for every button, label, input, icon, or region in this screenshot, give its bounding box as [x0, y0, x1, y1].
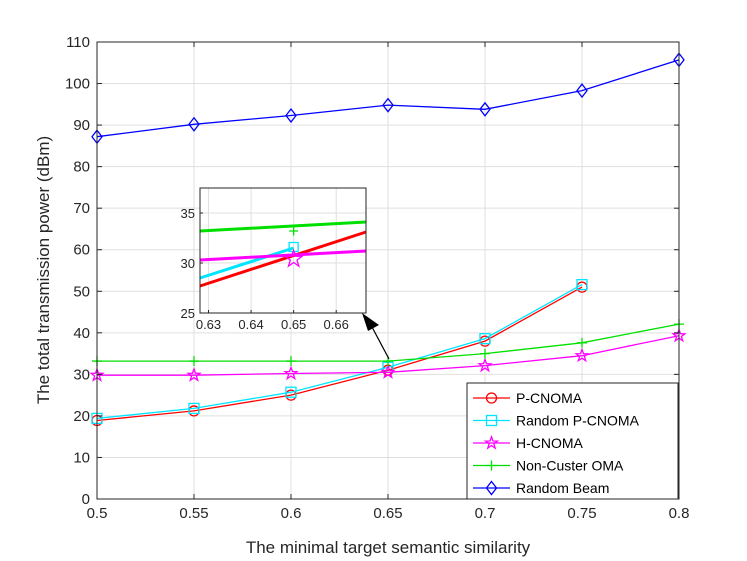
inset-lines — [199, 220, 367, 288]
y-tick-label: 20 — [73, 408, 90, 425]
data-point-non-custer-oma — [577, 337, 587, 348]
legend-marker-non-custer-oma — [486, 460, 497, 471]
inset-x-tick-label: 0.63 — [196, 317, 221, 332]
inset-axes-box — [199, 187, 367, 314]
legend-label: Non-Custer OMA — [516, 458, 624, 474]
inset-line-p-cnoma — [199, 230, 367, 288]
data-point-h-cnoma — [477, 357, 493, 373]
data-point-random-p-cnoma — [188, 402, 200, 415]
data-point-random-p-cnoma — [576, 278, 588, 291]
y-axis-label: The total transmission power (dBm) — [34, 136, 53, 404]
series-line-p-cnoma — [96, 286, 583, 422]
legend-item-p-cnoma: P-CNOMA — [473, 390, 583, 406]
data-point-random-p-cnoma — [285, 386, 297, 398]
legend-item-random-beam: Random Beam — [473, 480, 609, 496]
legend-label: P-CNOMA — [516, 390, 583, 406]
y-tick-label: 100 — [65, 76, 90, 93]
data-point-non-custer-oma — [286, 356, 296, 367]
data-point-h-cnoma — [574, 347, 590, 363]
data-point-random-p-cnoma — [479, 332, 491, 345]
main-ticks: 0.5 0.55 0.6 0.65 0.7 0.75 0.8 0 10 20 30 40 50 60 70 8… — [65, 34, 689, 522]
y-tick-label: 90 — [73, 117, 90, 134]
legend-marker-random-beam — [485, 480, 498, 496]
data-point-random-beam — [479, 101, 491, 117]
main-series — [89, 52, 687, 427]
y-tick-label: 80 — [73, 159, 90, 176]
inset-marker-non-custer-oma — [289, 226, 299, 236]
inset-y-tick-label: 25 — [181, 306, 195, 321]
x-tick-label: 0.7 — [475, 505, 496, 522]
inset-x-tick-label: 0.65 — [281, 317, 306, 332]
legend-box — [466, 382, 679, 500]
legend-items: P-CNOMA Random P-CNOMA H-CNOMA Non-Custer O… — [473, 390, 640, 496]
legend-label: H-CNOMA — [516, 435, 584, 451]
data-point-random-beam — [576, 83, 588, 99]
y-tick-label: 70 — [73, 200, 90, 217]
legend-label: Random Beam — [516, 480, 609, 496]
data-point-h-cnoma — [186, 366, 202, 382]
inset-y-tick-label: 30 — [181, 256, 195, 271]
data-point-non-custer-oma — [480, 348, 490, 359]
inset-line-non-custer-oma — [199, 220, 367, 233]
inset-plot: 0.63 0.64 0.65 0.66 25 30 35 — [181, 187, 367, 332]
data-point-h-cnoma — [380, 364, 396, 379]
inset-line-h-cnoma — [199, 249, 367, 262]
series-line-random-beam — [96, 59, 680, 138]
x-axis-label: The minimal target semantic similarity — [246, 538, 531, 557]
inset-marker-h-cnoma — [283, 248, 304, 268]
legend-label: Random P-CNOMA — [516, 413, 640, 429]
x-tick-label: 0.5 — [87, 505, 108, 522]
x-tick-label: 0.6 — [281, 505, 302, 522]
y-tick-label: 30 — [73, 366, 90, 383]
series-random-p-cnoma — [91, 278, 588, 425]
y-tick-label: 50 — [73, 283, 90, 300]
series-line-random-p-cnoma — [96, 284, 583, 420]
y-tick-label: 40 — [73, 325, 90, 342]
zoom-arrow — [362, 313, 390, 360]
y-tick-label: 60 — [73, 242, 90, 259]
y-tick-label: 110 — [66, 34, 90, 51]
legend-marker-h-cnoma — [483, 434, 500, 450]
legend: P-CNOMA Random P-CNOMA H-CNOMA Non-Custer O… — [466, 382, 679, 500]
data-point-random-beam — [285, 107, 297, 124]
legend-item-non-custer-oma: Non-Custer OMA — [473, 458, 624, 474]
x-tick-label: 0.55 — [179, 505, 208, 522]
inset-line-random-p-cnoma — [199, 246, 295, 280]
inset-ticks: 0.63 0.64 0.65 0.66 25 30 35 — [181, 206, 349, 332]
data-point-h-cnoma — [283, 365, 299, 381]
x-tick-label: 0.75 — [567, 505, 596, 522]
legend-item-random-p-cnoma: Random P-CNOMA — [473, 413, 640, 429]
series-line-h-cnoma — [97, 335, 680, 376]
inset-y-tick-label: 35 — [181, 206, 195, 221]
legend-item-h-cnoma: H-CNOMA — [473, 434, 584, 451]
series-random-beam — [91, 52, 685, 145]
y-tick-label: 10 — [73, 449, 90, 466]
data-point-random-beam — [188, 116, 200, 132]
y-tick-label: 0 — [82, 491, 90, 508]
x-tick-label: 0.65 — [373, 505, 402, 522]
data-point-random-beam — [382, 97, 394, 113]
data-point-non-custer-oma — [189, 356, 199, 367]
legend-marker-random-p-cnoma — [485, 414, 498, 427]
inset-x-tick-label: 0.64 — [238, 317, 263, 332]
x-tick-label: 0.8 — [669, 505, 690, 522]
legend-marker-p-cnoma — [485, 392, 498, 404]
inset-x-tick-label: 0.66 — [324, 317, 349, 332]
